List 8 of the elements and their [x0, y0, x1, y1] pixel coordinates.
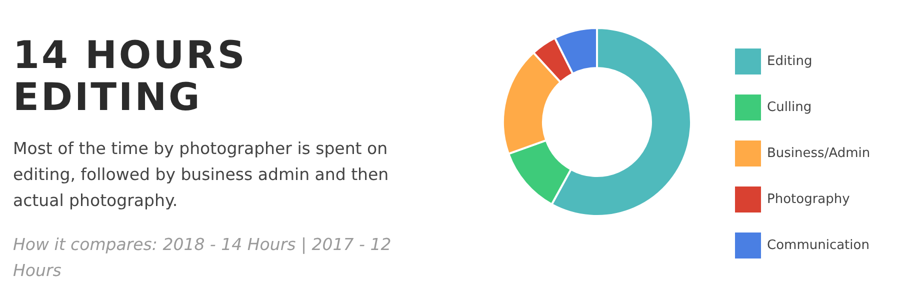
- legend-label: Business/Admin: [767, 146, 870, 161]
- text: Most of the time by photographer is spent on editing, followed by business admin and then actual photography.: [13, 138, 390, 212]
- text: 14 HOURS EDITING: [13, 33, 248, 119]
- legend-label: Culling: [767, 100, 812, 115]
- legend-label: Editing: [767, 54, 812, 69]
- legend-label: Photography: [767, 192, 850, 207]
- text: How it compares: 2018 - 14 Hours | 2017 - 12 Hours: [13, 234, 392, 282]
- legend-label: Communication: [767, 238, 870, 253]
